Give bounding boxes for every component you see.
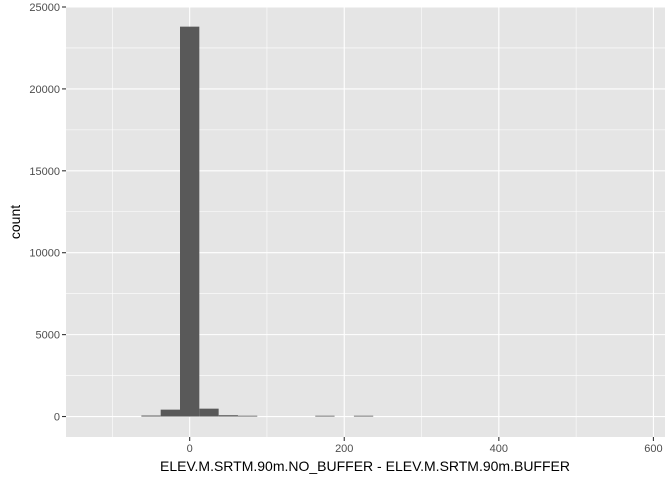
y-tick-label-20000: 20000 xyxy=(29,84,60,96)
histogram-bar-4 xyxy=(218,415,238,417)
minor-gridlines xyxy=(66,7,665,437)
x-tick-label-400: 400 xyxy=(490,443,508,455)
x-axis-ticks: 0 200 400 600 xyxy=(187,437,663,455)
histogram-bar-0 xyxy=(141,415,161,417)
y-tick-label-5000: 5000 xyxy=(36,330,60,342)
plot-panel xyxy=(66,7,665,437)
histogram-bar-2 xyxy=(180,26,200,417)
y-tick-label-0: 0 xyxy=(54,412,60,424)
x-axis-title: ELEV.M.SRTM.90m.NO_BUFFER - ELEV.M.SRTM.… xyxy=(160,458,570,474)
histogram-bar-7 xyxy=(353,415,374,417)
x-tick-label-0: 0 xyxy=(187,443,193,455)
y-tick-label-25000: 25000 xyxy=(29,2,60,14)
x-tick-label-200: 200 xyxy=(335,443,353,455)
y-axis-ticks: 0 5000 10000 15000 20000 25000 xyxy=(29,2,66,424)
y-tick-label-15000: 15000 xyxy=(29,166,60,178)
histogram-bar-3 xyxy=(199,408,219,417)
histogram-bar-6 xyxy=(315,415,335,417)
y-tick-label-10000: 10000 xyxy=(29,248,60,260)
y-axis-title: count xyxy=(7,205,23,239)
histogram-bar-5 xyxy=(237,415,258,417)
x-tick-label-600: 600 xyxy=(644,443,662,455)
histogram-bars xyxy=(141,26,374,417)
histogram-bar-1 xyxy=(160,409,181,417)
